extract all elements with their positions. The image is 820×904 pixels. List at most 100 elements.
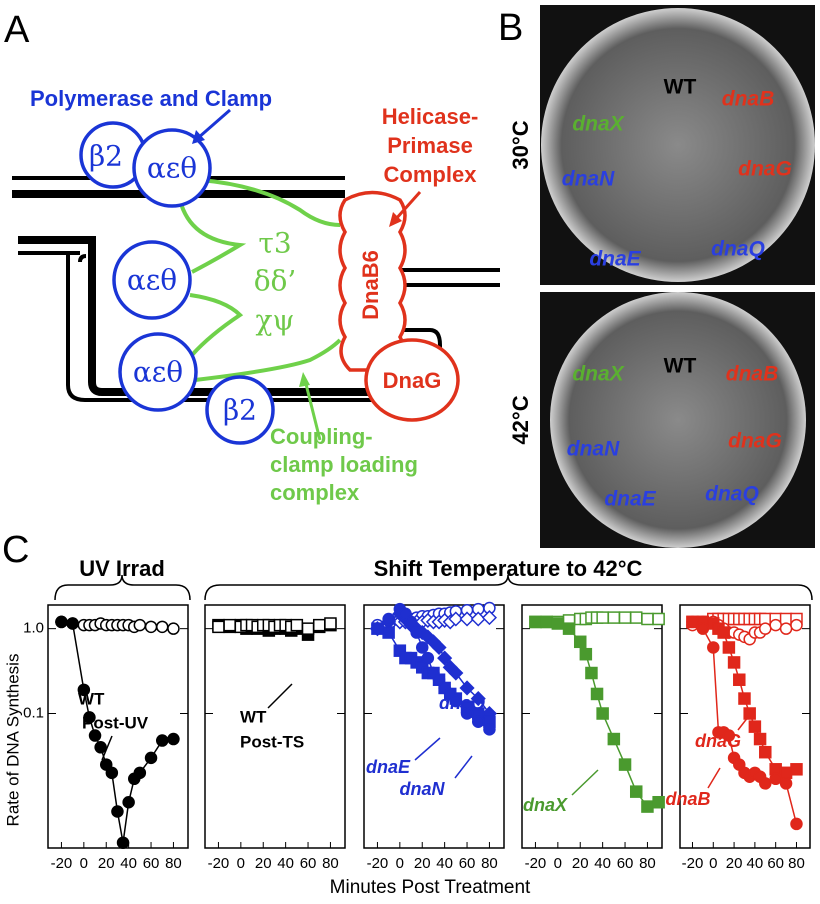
x-tick-label: -20 bbox=[208, 855, 230, 872]
leader-line bbox=[454, 755, 473, 779]
marker bbox=[223, 618, 236, 632]
annotation: Post-UV bbox=[82, 713, 149, 732]
x-axis-label: Minutes Post Treatment bbox=[330, 877, 531, 898]
marker bbox=[470, 611, 486, 627]
leader-line bbox=[737, 711, 753, 731]
coupling-title: clamp loading bbox=[270, 452, 418, 477]
protein-shapes bbox=[79, 121, 275, 445]
arrow bbox=[303, 379, 322, 441]
strain-label: dnaG bbox=[738, 158, 792, 181]
x-tick-label: 20 bbox=[572, 855, 589, 872]
marker bbox=[573, 635, 587, 649]
arrow bbox=[197, 108, 231, 140]
strain-label: dnaQ bbox=[711, 238, 765, 261]
marker bbox=[579, 647, 593, 661]
annotation: WT bbox=[78, 689, 105, 708]
marker bbox=[66, 617, 79, 630]
marker bbox=[779, 777, 793, 790]
marker bbox=[738, 692, 751, 705]
marker bbox=[590, 687, 604, 701]
marker bbox=[88, 729, 102, 742]
annotation: Post-TS bbox=[240, 732, 304, 751]
temperature-label: 42°C bbox=[508, 395, 533, 444]
dnag-label: DnaG bbox=[383, 368, 442, 393]
marker bbox=[790, 763, 803, 776]
panel-label: B bbox=[498, 7, 523, 49]
marker bbox=[144, 620, 158, 634]
strain-label: dnaG bbox=[728, 430, 782, 453]
marker bbox=[459, 680, 475, 696]
marker bbox=[743, 707, 756, 720]
marker bbox=[481, 610, 498, 626]
marker bbox=[105, 766, 119, 780]
marker bbox=[459, 611, 475, 627]
strain-label: dnaX bbox=[572, 363, 625, 386]
plot-frame bbox=[521, 604, 663, 849]
group-brace bbox=[204, 574, 813, 601]
x-tick-label: 20 bbox=[255, 855, 272, 872]
marker bbox=[790, 817, 803, 831]
marker bbox=[83, 711, 96, 724]
x-tick-label: 60 bbox=[767, 855, 784, 872]
marker bbox=[312, 618, 326, 632]
x-tick-label: -20 bbox=[525, 855, 547, 872]
marker bbox=[94, 741, 107, 754]
series-label: dnaB bbox=[666, 789, 711, 809]
marker bbox=[551, 617, 565, 630]
marker bbox=[155, 620, 169, 634]
marker bbox=[483, 723, 496, 736]
marker bbox=[686, 615, 699, 629]
marker bbox=[607, 732, 621, 746]
marker bbox=[471, 715, 485, 728]
marker bbox=[155, 734, 169, 747]
marker bbox=[759, 777, 772, 790]
marker bbox=[759, 745, 772, 759]
strain-label: WT bbox=[664, 355, 697, 378]
marker bbox=[371, 622, 384, 635]
marker bbox=[629, 785, 643, 798]
x-tick-label: 0 bbox=[80, 855, 88, 872]
strain-label: WT bbox=[664, 76, 697, 99]
leader-line bbox=[414, 737, 441, 761]
dnab-label: DnaB6 bbox=[358, 250, 383, 320]
marker bbox=[167, 622, 180, 635]
marker bbox=[759, 622, 772, 635]
marker bbox=[470, 691, 486, 707]
beta-label: β2 bbox=[89, 140, 123, 173]
helicase-title: Primase bbox=[387, 133, 473, 158]
strain-label: dnaX bbox=[572, 113, 625, 136]
marker bbox=[382, 612, 395, 626]
x-tick-label: 20 bbox=[414, 855, 431, 872]
temperature-label: 30°C bbox=[508, 120, 533, 169]
marker bbox=[144, 751, 158, 765]
x-tick-label: 20 bbox=[726, 855, 743, 872]
series-label: dnaN bbox=[400, 779, 446, 799]
marker bbox=[415, 641, 429, 654]
marker bbox=[641, 800, 654, 813]
x-tick-label: -20 bbox=[682, 855, 704, 872]
x-tick-label: 40 bbox=[436, 855, 453, 872]
marker bbox=[753, 732, 767, 746]
polymerase-title: Polymerase and Clamp bbox=[30, 86, 272, 111]
marker bbox=[618, 758, 632, 771]
coupling-title: complex bbox=[270, 480, 360, 505]
panel-label: C bbox=[2, 529, 29, 571]
marker bbox=[55, 615, 68, 629]
plot-frame bbox=[204, 604, 346, 849]
strain-label: dnaQ bbox=[705, 483, 759, 506]
marker bbox=[652, 612, 665, 626]
helicase-title: Helicase- bbox=[382, 104, 479, 129]
marker bbox=[460, 707, 474, 720]
marker bbox=[382, 626, 395, 639]
marker bbox=[133, 766, 147, 780]
leader-line bbox=[707, 767, 721, 789]
group-label: UV Irrad bbox=[79, 556, 165, 581]
x-tick-label: 20 bbox=[98, 855, 115, 872]
x-tick-label: 60 bbox=[617, 855, 634, 872]
marker bbox=[585, 666, 598, 680]
marker bbox=[529, 615, 542, 629]
marker bbox=[562, 622, 576, 635]
marker bbox=[607, 611, 621, 624]
marker bbox=[410, 626, 423, 639]
